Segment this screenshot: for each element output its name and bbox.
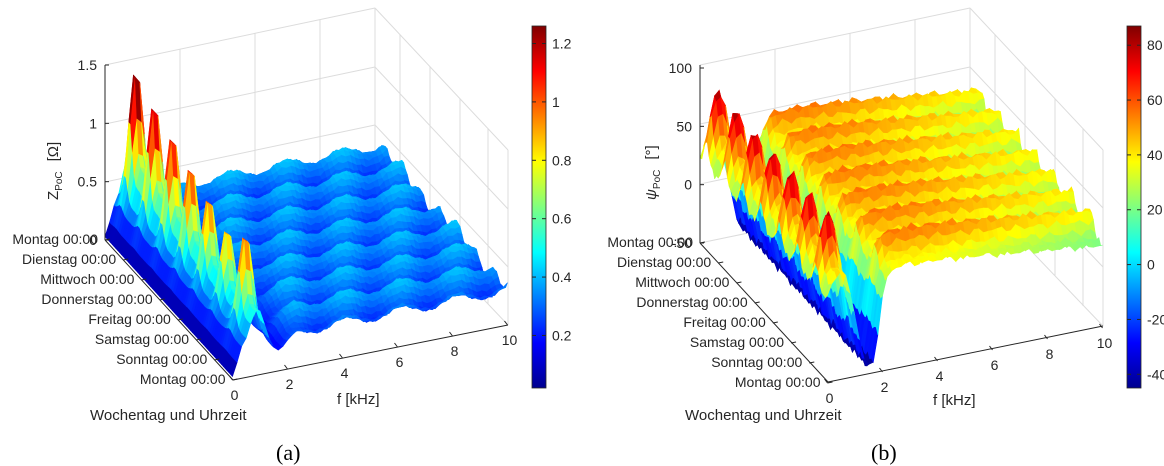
x-tick-mark [229,375,233,381]
colorbar-tick-label: 0.2 [552,327,572,343]
x-tick-label: 2 [286,376,294,392]
colorbar-tick-label: 0.8 [552,152,572,168]
x-tick-label: 4 [341,365,349,381]
z-tick-label: 0.5 [78,174,98,190]
x-axis-label-a: f [kHz] [337,391,380,408]
colorbar-tick-label: 0.6 [552,211,572,227]
y-tick-label: Freitag 00:00 [88,311,171,327]
x-tick-mark [394,342,398,348]
colorbar-tick-label: 0.4 [552,269,572,285]
y-tick-label: Samstag 00:00 [95,331,189,347]
x-tick-mark [339,353,343,359]
y-tick-label: Montag 00:00 [140,371,226,387]
colorbar-tick-label: 1.2 [552,36,572,52]
y-tick-label: Mittwoch 00:00 [40,271,134,287]
x-tick-mark [504,320,508,326]
colorbar-tick-label: 1 [552,94,560,110]
panel-a: 0 0.5 1 1.5 Montag 00:00 Dienstag 00:00 Mittw… [12,7,572,465]
y-tick-mark [232,378,238,381]
y-axis-label-a: Wochentag und Uhrzeit [90,407,247,424]
caption-a: (a) [276,440,300,465]
x-tick-label: 10 [502,332,518,348]
colorbar-a [531,25,547,389]
x-tick-label: 0 [231,387,239,403]
x-tick-label: 6 [396,354,404,370]
y-tick-label: Donnerstag 00:00 [41,291,153,307]
z-tick-label: 1.5 [78,57,98,73]
y-tick-label: Montag 00:00 [12,231,98,247]
x-tick-mark [284,364,288,370]
y-tick-label: Sonntag 00:00 [116,351,207,367]
z-ticks-a: 00.511.5 [78,57,109,248]
x-tick-label: 8 [451,343,459,359]
x-tick-mark [449,331,453,337]
surface-a [104,74,508,378]
z-axis-label-a: ZPoC[Ω] [45,142,65,200]
y-tick-label: Dienstag 00:00 [22,251,116,267]
z-tick-label: 1 [89,115,97,131]
